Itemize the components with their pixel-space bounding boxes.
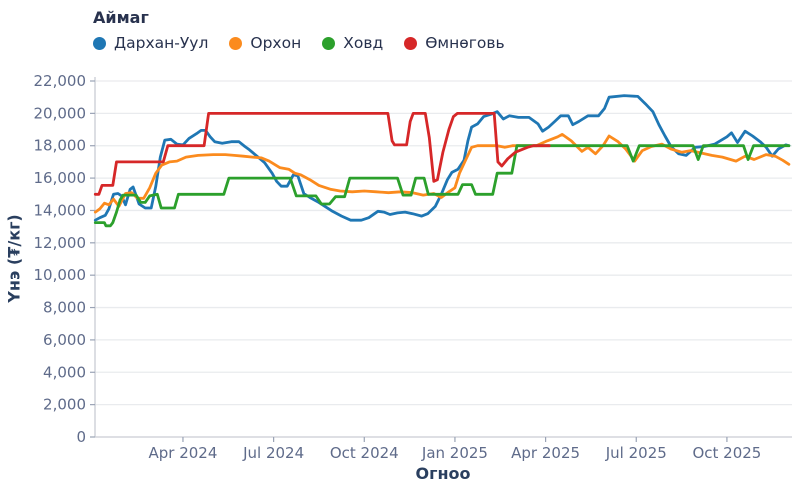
x-tick-label: Apr 2025	[511, 444, 580, 462]
legend-color-dot-icon	[404, 36, 418, 50]
legend-item-Орхон[interactable]: Орхон	[229, 34, 301, 52]
y-tick-label: 12,000	[34, 234, 87, 252]
x-tick-label: Apr 2024	[149, 444, 218, 462]
y-tick-label: 10,000	[34, 266, 87, 284]
y-tick-label: 18,000	[34, 137, 87, 155]
legend-item-label: Орхон	[250, 34, 302, 52]
y-tick-label: 20,000	[34, 104, 87, 122]
legend-item-Ховд[interactable]: Ховд	[322, 34, 383, 52]
x-tick-label: Jul 2025	[605, 444, 667, 462]
legend-items: Дархан-Уул Орхон Ховд Өмнөговь	[93, 34, 505, 52]
legend-color-dot-icon	[229, 36, 243, 50]
legend-item-Дархан-Уул[interactable]: Дархан-Уул	[93, 34, 208, 52]
y-tick-label: 6,000	[43, 331, 86, 349]
y-tick-label: 8,000	[43, 299, 86, 317]
chart-legend: Аймаг Дархан-Уул Орхон Ховд Өмнөговь	[93, 8, 505, 52]
x-axis-title: Огноо	[415, 464, 471, 483]
y-tick-label: 4,000	[43, 363, 86, 381]
x-tick-label: Oct 2024	[330, 444, 399, 462]
y-axis-title: Үнэ (₮/кг)	[4, 214, 24, 303]
x-tick-label: Oct 2025	[692, 444, 761, 462]
legend-color-dot-icon	[93, 36, 106, 50]
y-tick-label: 14,000	[34, 201, 87, 219]
x-tick-label: Jul 2024	[242, 444, 304, 462]
y-tick-label: 16,000	[34, 169, 87, 187]
x-tick-label: Jan 2025	[421, 444, 488, 462]
y-tick-label: 2,000	[43, 396, 86, 414]
series-line-Өмнөговь	[93, 112, 551, 196]
legend-item-label: Өмнөговь	[425, 34, 505, 52]
legend-item-label: Дархан-Уул	[114, 34, 209, 52]
y-tick-label: 0	[76, 428, 86, 446]
legend-title: Аймаг	[93, 8, 149, 27]
y-tick-label: 22,000	[34, 72, 87, 90]
legend-item-label: Ховд	[343, 34, 384, 52]
legend-color-dot-icon	[322, 36, 336, 50]
legend-item-Өмнөговь[interactable]: Өмнөговь	[404, 34, 505, 52]
series-line-Ховд	[93, 144, 791, 228]
